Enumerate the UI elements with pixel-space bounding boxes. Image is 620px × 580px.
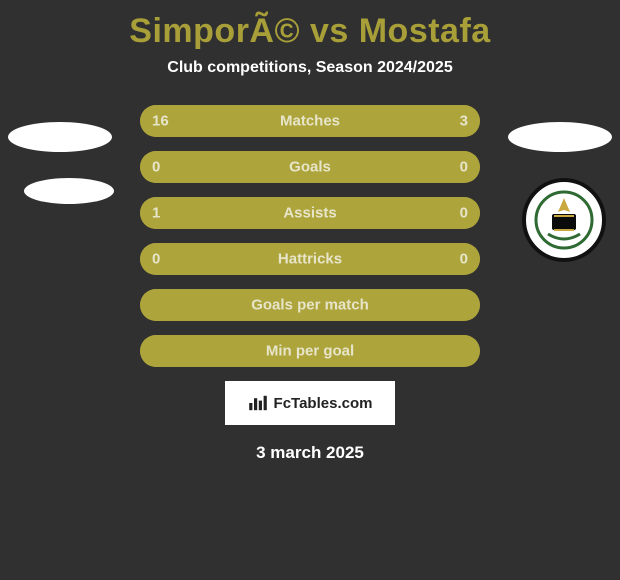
- bar-track: 0 Goals 0: [140, 151, 480, 183]
- bar-left-value: 0: [152, 159, 160, 176]
- bar-left-value: 1: [152, 205, 160, 222]
- comparison-card: SimporÃ© vs Mostafa Club competitions, S…: [0, 0, 620, 580]
- brand-badge: FcTables.com: [225, 381, 395, 425]
- brand-text: FcTables.com: [274, 395, 373, 412]
- bar-right-value: 0: [460, 159, 468, 176]
- bar-track: 1 Assists 0: [140, 197, 480, 229]
- bar-track: Min per goal: [140, 335, 480, 367]
- bar-chart-icon: [248, 395, 268, 411]
- bar-track: Goals per match: [140, 289, 480, 321]
- subtitle: Club competitions, Season 2024/2025: [167, 59, 452, 77]
- bar-label: Assists: [283, 205, 336, 222]
- generation-date: 3 march 2025: [256, 443, 364, 463]
- bar-right-value: 0: [460, 205, 468, 222]
- bar-left-value: 16: [152, 113, 169, 130]
- bar-left-value: 0: [152, 251, 160, 268]
- bar-right-value: 0: [460, 251, 468, 268]
- bar-track: 16 Matches 3: [140, 105, 480, 137]
- stat-row-min-per-goal: Min per goal: [0, 335, 620, 367]
- stat-row-matches: 16 Matches 3: [0, 105, 620, 137]
- bar-label: Goals per match: [251, 297, 369, 314]
- stat-row-hattricks: 0 Hattricks 0: [0, 243, 620, 275]
- bar-label: Matches: [280, 113, 340, 130]
- bar-label: Hattricks: [278, 251, 342, 268]
- bar-right-value: 3: [460, 113, 468, 130]
- bar-right-fill: [310, 151, 480, 183]
- bar-label: Min per goal: [266, 343, 354, 360]
- stat-row-goals: 0 Goals 0: [0, 151, 620, 183]
- bar-right-fill: [426, 105, 480, 137]
- bar-left-fill: [140, 151, 310, 183]
- bar-label: Goals: [289, 159, 331, 176]
- page-title: SimporÃ© vs Mostafa: [129, 12, 490, 51]
- stat-row-assists: 1 Assists 0: [0, 197, 620, 229]
- stat-row-goals-per-match: Goals per match: [0, 289, 620, 321]
- bar-track: 0 Hattricks 0: [140, 243, 480, 275]
